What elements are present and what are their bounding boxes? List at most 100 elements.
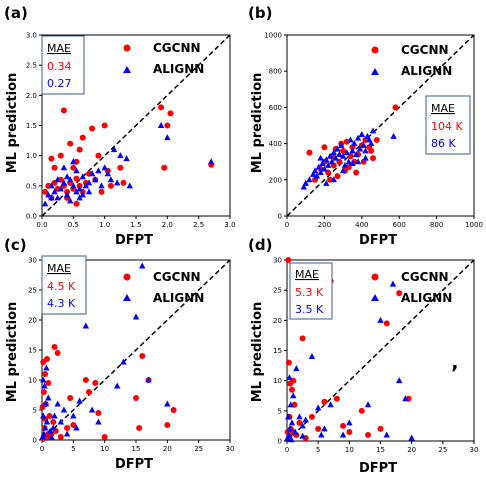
point-alignn-c-27: [50, 424, 57, 431]
point-alignn-a-34: [48, 194, 55, 201]
point-alignn-c-24: [164, 400, 171, 407]
point-alignn-d-7: [291, 428, 299, 435]
legend-a: CGCNN ALIGNN: [123, 41, 204, 76]
point-alignn-a-12: [79, 173, 86, 180]
point-alignn-a-3: [51, 188, 58, 195]
y-tick-label-a-2: 1.0: [26, 152, 37, 160]
y-tick-label-b-3: 600: [269, 104, 282, 112]
point-alignn-c-22: [139, 262, 146, 269]
parity-line-d: [286, 259, 475, 442]
point-cgcnn-a-20: [76, 146, 83, 153]
x-axis-label-c: DFPT: [115, 457, 153, 472]
x-tick-label-d-6: 30: [470, 446, 479, 454]
panel-c: (c) ML prediction DFPT 0 5 10 15 20 25 30 0 5 10 1…: [4, 236, 234, 472]
y-tick-label-a-5: 2.5: [26, 62, 37, 70]
x-tick-label-d-1: 5: [316, 446, 320, 454]
point-cgcnn-c-18: [82, 377, 89, 383]
point-cgcnn-b-20: [368, 147, 375, 154]
point-alignn-c-1: [40, 430, 48, 437]
point-alignn-a-37: [67, 197, 74, 204]
legend-marker-cgcnn-a: [123, 44, 131, 52]
point-alignn-b-14: [330, 149, 337, 156]
point-cgcnn-c-22: [101, 434, 108, 440]
x-tick-label-b-1: 200: [318, 221, 331, 229]
x-axis-label-b: DFPT: [359, 233, 397, 248]
point-alignn-a-0: [41, 200, 49, 207]
x-tick-label-c-3: 15: [132, 445, 141, 453]
point-alignn-b-25: [351, 140, 358, 147]
y-tick-label-b-2: 400: [269, 140, 282, 148]
x-tick-label-c-2: 10: [100, 445, 109, 453]
plot-area-b: 0 200 400 600 800 1000 0 200 400 600 800 1000: [264, 32, 483, 230]
legend-marker-cgcnn-c: [123, 273, 131, 281]
point-alignn-d-16: [321, 425, 328, 432]
point-alignn-c-4: [40, 412, 47, 419]
point-alignn-a-21: [107, 176, 115, 183]
y-tick-label-a-6: 3.0: [26, 32, 37, 40]
point-cgcnn-a-17: [67, 140, 74, 147]
plot-area-c: 0 5 10 15 20 25 30 0 5 10 15 20 25 30: [28, 257, 234, 454]
point-cgcnn-b-9: [340, 147, 347, 154]
point-alignn-b-36: [390, 132, 397, 139]
point-alignn-c-19: [114, 382, 121, 389]
y-tick-label-c-4: 20: [28, 317, 37, 325]
point-alignn-a-31: [70, 158, 77, 165]
legend-label-alignn-d: ALIGNN: [401, 291, 452, 305]
x-tick-label-a-4: 2.0: [162, 221, 173, 229]
point-cgcnn-c-27: [164, 422, 171, 428]
point-alignn-b-12: [326, 152, 334, 159]
point-cgcnn-c-14: [57, 434, 64, 440]
legend-d: CGCNN ALIGNN: [371, 270, 452, 305]
legend-b: CGCNN ALIGNN: [371, 43, 452, 78]
legend-marker-alignn-d: [371, 294, 379, 301]
point-alignn-a-4: [54, 194, 61, 201]
point-alignn-c-2: [41, 424, 49, 431]
point-cgcnn-a-10: [73, 175, 80, 182]
point-alignn-b-24: [349, 147, 356, 154]
point-alignn-b-9: [321, 165, 328, 172]
point-alignn-c-11: [54, 400, 61, 407]
point-alignn-b-27: [354, 134, 362, 141]
point-alignn-c-13: [60, 406, 68, 413]
y-tick-label-d-4: 20: [273, 317, 282, 325]
panel-label-d: (d): [248, 236, 272, 254]
point-cgcnn-a-38: [73, 200, 80, 207]
point-cgcnn-b-0: [306, 149, 313, 156]
point-cgcnn-b-11: [343, 138, 350, 145]
point-alignn-a-13: [82, 182, 90, 189]
point-cgcnn-c-23: [133, 395, 139, 401]
point-alignn-d-3: [288, 419, 296, 426]
point-alignn-d-24: [402, 395, 409, 402]
point-alignn-a-28: [164, 134, 171, 141]
point-alignn-c-8: [41, 382, 48, 389]
panel-b: (b) ML prediction DFPT 0 200 400 600 800 1000…: [248, 4, 483, 248]
series-alignn-b: [300, 127, 397, 190]
point-alignn-b-26: [352, 150, 360, 157]
point-cgcnn-a-33: [164, 122, 171, 129]
point-alignn-a-2: [48, 182, 55, 189]
point-alignn-a-8: [67, 176, 74, 183]
point-alignn-d-15: [318, 431, 325, 438]
point-alignn-b-31: [362, 147, 369, 154]
y-tick-label-c-1: 5: [33, 407, 37, 415]
point-cgcnn-c-12: [50, 419, 57, 425]
point-cgcnn-b-25: [334, 173, 341, 180]
point-alignn-b-42: [354, 158, 362, 165]
point-alignn-c-15: [73, 424, 80, 431]
point-cgcnn-d-13: [315, 425, 322, 432]
point-alignn-a-1: [45, 191, 52, 198]
point-alignn-c-25: [40, 376, 47, 383]
point-alignn-a-33: [85, 188, 93, 195]
stray-mark: ’: [451, 361, 459, 385]
point-alignn-d-14: [314, 404, 322, 411]
point-alignn-b-19: [339, 152, 347, 159]
point-alignn-b-18: [338, 141, 345, 148]
point-alignn-b-5: [313, 172, 321, 179]
point-alignn-c-26: [43, 364, 50, 371]
point-cgcnn-d-18: [346, 428, 353, 435]
point-alignn-b-30: [360, 141, 367, 148]
point-alignn-d-23: [396, 377, 403, 384]
point-alignn-c-23: [145, 376, 152, 383]
panel-label-c: (c): [4, 236, 27, 254]
